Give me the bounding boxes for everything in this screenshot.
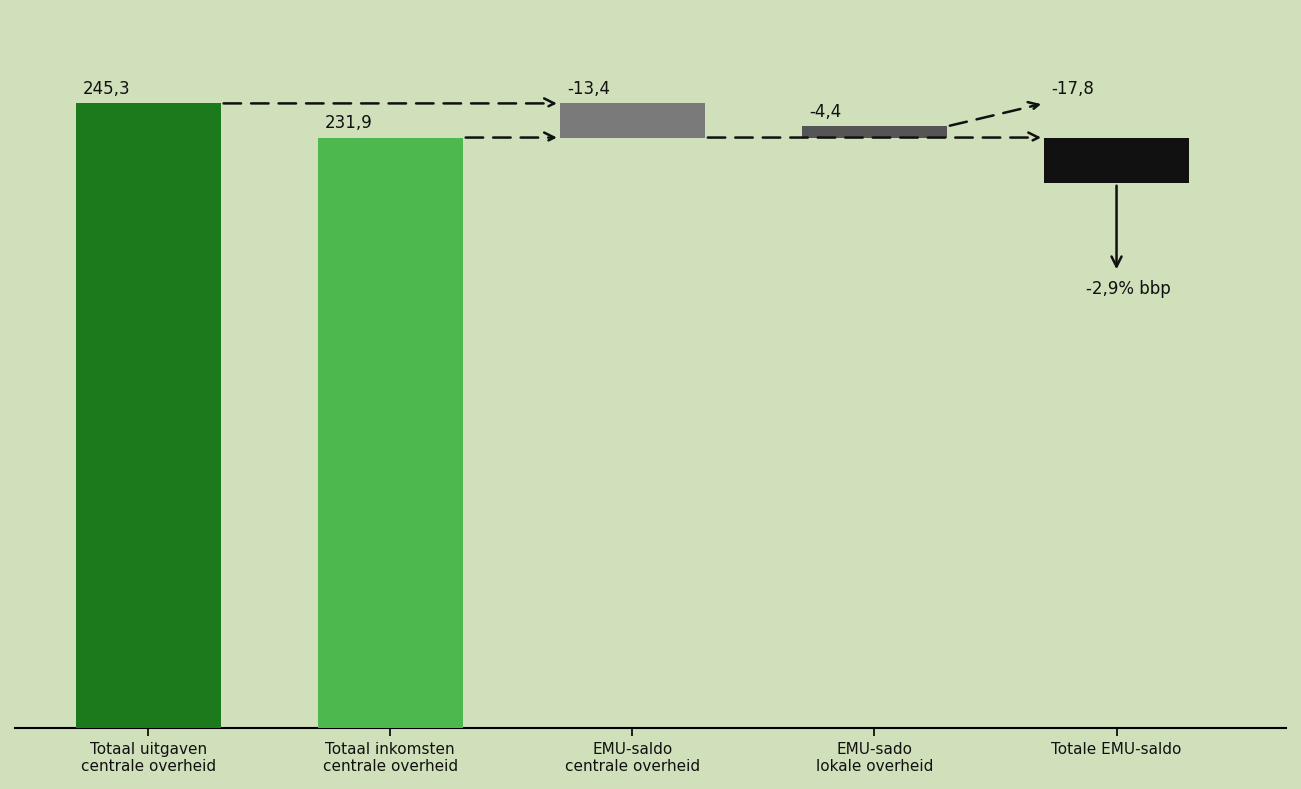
Text: -13,4: -13,4 [567,80,610,99]
Text: -2,9% bbp: -2,9% bbp [1086,280,1171,297]
Text: -4,4: -4,4 [809,103,842,122]
Bar [1043,137,1189,183]
Text: -17,8: -17,8 [1051,80,1094,99]
Bar [317,137,463,728]
Bar [801,126,947,137]
Bar [559,103,705,137]
Text: 231,9: 231,9 [325,114,372,133]
Bar [75,103,221,728]
Text: 245,3: 245,3 [83,80,130,99]
